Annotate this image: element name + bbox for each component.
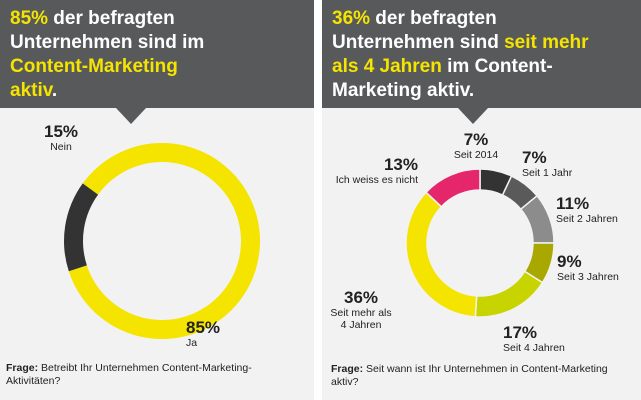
question-right-label: Frage: xyxy=(331,363,364,375)
label-seit-1-jahr-caption: Seit 1 Jahr xyxy=(522,167,573,179)
label-seit-4-jahren-caption: Seit 4 Jahren xyxy=(503,342,565,354)
headline-left-line4: aktiv. xyxy=(10,79,304,103)
label-seit-mehr-als-4-jahren: 36% Seit mehr als 4 Jahren xyxy=(330,288,392,331)
label-ja-percent: 85% xyxy=(186,318,221,337)
label-ja: 85% Ja xyxy=(186,318,246,349)
headline-left-highlight-aktiv: aktiv xyxy=(10,80,52,101)
label-seit-4-jahren-percent: 17% xyxy=(503,323,538,342)
panel-right: 36% der befragten Unternehmen sind seit … xyxy=(322,0,641,400)
callout-left: 85% der befragten Unternehmen sind im Co… xyxy=(0,0,314,108)
label-seit-3-jahren-percent: 9% xyxy=(557,252,582,271)
label-nein-caption: Nein xyxy=(50,141,72,153)
label-seit-3-jahren: 9% Seit 3 Jahren xyxy=(557,252,641,283)
label-seit-4-jahren: 17% Seit 4 Jahren xyxy=(503,323,593,354)
label-seit-2-jahren-caption: Seit 2 Jahren xyxy=(556,213,618,225)
donut-slice-seit-mehr-als-4-jahren xyxy=(405,191,478,318)
label-seit-mehr-caption: Seit mehr als 4 Jahren xyxy=(330,307,392,331)
label-seit-2014-percent: 7% xyxy=(463,130,489,149)
headline-right-line3: als 4 Jahren im Content- xyxy=(332,55,631,79)
question-right: Frage: Seit wann ist Ihr Unternehmen in … xyxy=(331,363,621,389)
question-right-text: Seit wann ist Ihr Unternehmen in Content… xyxy=(331,363,608,388)
label-seit-mehr-percent: 36% xyxy=(343,288,379,307)
label-nein: 15% Nein xyxy=(40,122,82,153)
headline-right-line1: 36% der befragten xyxy=(332,7,631,31)
headline-right-line4: Marketing aktiv. xyxy=(332,80,475,101)
headline-right-text1: der befragten xyxy=(370,8,497,29)
headline-left-text1: der befragten xyxy=(48,8,175,29)
panel-left: 85% der befragten Unternehmen sind im Co… xyxy=(0,0,314,400)
label-seit-2-jahren: 11% Seit 2 Jahren xyxy=(556,194,640,225)
headline-right-highlight-percent: 36% xyxy=(332,8,371,29)
label-seit-2-jahren-percent: 11% xyxy=(556,194,590,213)
headline-left-period: . xyxy=(51,80,58,101)
donut-slice-ich-weiss-es-nicht xyxy=(424,168,481,208)
question-left-text: Betreibt Ihr Unternehmen Content-Marketi… xyxy=(6,362,252,387)
headline-left-line3: Content-Marketing xyxy=(10,56,178,77)
callout-left-arrow xyxy=(116,108,146,124)
donut-slice-seit-4-jahren xyxy=(474,270,544,318)
label-seit-2014-caption: Seit 2014 xyxy=(453,149,499,161)
callout-right: 36% der befragten Unternehmen sind seit … xyxy=(322,0,641,108)
headline-right-line2: Unternehmen sind seit mehr xyxy=(332,31,631,55)
headline-right-text3: im Content- xyxy=(441,56,553,77)
label-weiss-nicht: 13% Ich weiss es nicht xyxy=(322,155,418,186)
question-left: Frage: Betreibt Ihr Unternehmen Content-… xyxy=(6,362,296,388)
label-weiss-nicht-percent: 13% xyxy=(383,155,418,174)
label-ja-caption: Ja xyxy=(186,337,198,349)
donut-slice-ja xyxy=(68,142,260,339)
label-nein-percent: 15% xyxy=(43,122,79,141)
donut-chart-left xyxy=(63,142,260,339)
donut-chart-right xyxy=(405,168,555,318)
headline-right-highlight-seit: seit mehr xyxy=(504,32,589,53)
label-weiss-nicht-caption: Ich weiss es nicht xyxy=(335,174,418,186)
headline-left-line1: 85% der befragten xyxy=(10,7,304,31)
label-seit-3-jahren-caption: Seit 3 Jahren xyxy=(557,271,619,283)
headline-right-text2: Unternehmen sind xyxy=(332,32,505,53)
label-seit-1-jahr-percent: 7% xyxy=(522,148,547,167)
headline-right-highlight-jahren: als 4 Jahren xyxy=(332,56,442,77)
label-seit-2014: 7% Seit 2014 xyxy=(444,130,508,161)
question-left-label: Frage: xyxy=(6,362,39,374)
callout-right-arrow xyxy=(458,108,488,124)
donut-slice-nein xyxy=(63,183,99,272)
label-seit-1-jahr: 7% Seit 1 Jahr xyxy=(522,148,602,179)
headline-left-highlight-percent: 85% xyxy=(10,8,49,29)
headline-left-line2: Unternehmen sind im xyxy=(10,32,205,53)
